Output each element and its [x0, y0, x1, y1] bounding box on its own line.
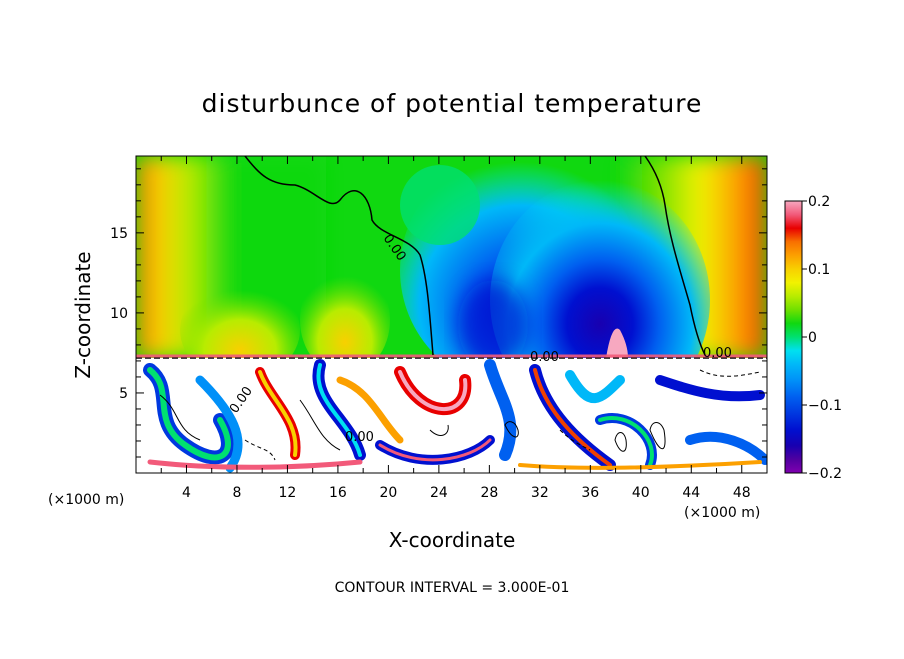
y-axis-label: Z-coordinate: [71, 251, 95, 378]
x-tick-label: 36: [581, 485, 599, 501]
colorbar-tick-label: 0.1: [808, 262, 830, 278]
colorbar-gradient: [784, 200, 803, 474]
x-tick-label: 48: [733, 485, 751, 501]
colorbar: 0.2 0.1 0 −0.1 −0.2: [784, 194, 842, 482]
contour-interval-note: CONTOUR INTERVAL = 3.000E-01: [335, 580, 570, 596]
x-tick-label: 24: [430, 485, 448, 501]
y-unit-label: (×1000 m): [48, 492, 124, 508]
x-tick-label: 28: [480, 485, 498, 501]
x-tick-label: 20: [379, 485, 397, 501]
x-tick-label: 44: [682, 485, 700, 501]
plot-frame: [135, 155, 768, 474]
colorbar-tick-label: −0.1: [808, 398, 842, 414]
heatmap-field: [136, 156, 767, 473]
colorbar-tick-label: −0.2: [808, 466, 842, 482]
x-tick-label: 40: [632, 485, 650, 501]
chart-title: disturbunce of potential temperature: [202, 89, 703, 118]
contour-label: 0.00: [703, 346, 732, 361]
colorbar-tick-label: 0.2: [808, 194, 830, 210]
y-tick-label: 15: [110, 226, 128, 242]
x-unit-label: (×1000 m): [684, 505, 760, 521]
y-tick-label: 10: [110, 306, 128, 322]
contour-label: 0.00: [530, 350, 559, 365]
x-tick-label: 8: [232, 485, 241, 501]
x-tick-label: 12: [279, 485, 297, 501]
x-tick-label: 16: [329, 485, 347, 501]
colorbar-tick-label: 0: [808, 330, 817, 346]
x-tick-label: 4: [182, 485, 191, 501]
x-axis-label: X-coordinate: [389, 528, 516, 552]
y-tick-label: 5: [119, 386, 128, 402]
contour-label: 0.00: [345, 430, 374, 445]
x-tick-label: 32: [531, 485, 549, 501]
